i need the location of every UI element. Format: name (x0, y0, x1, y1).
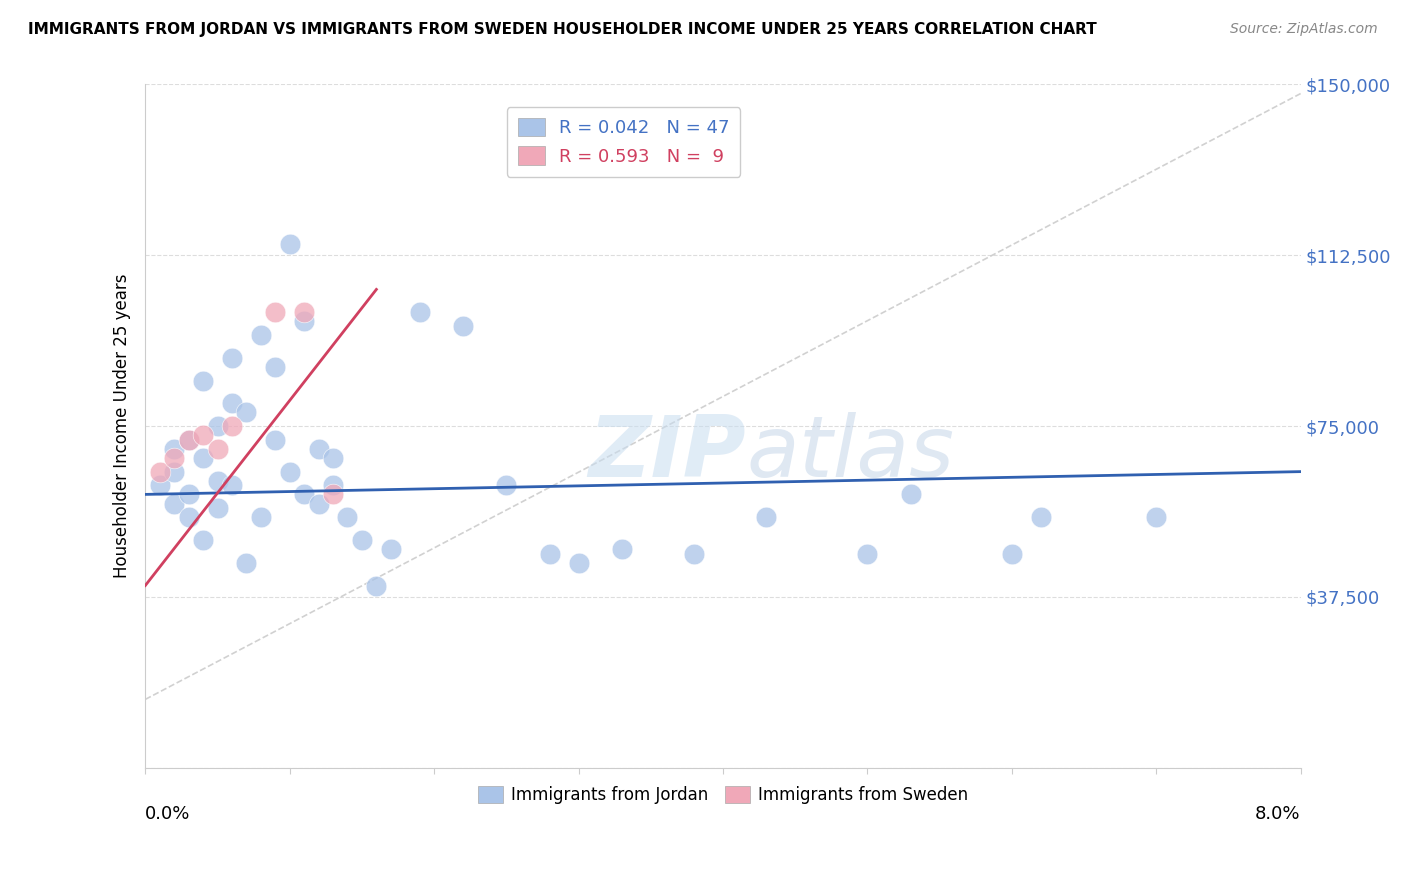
Point (755, 510, 778, 524)
Point (322, 487, 344, 501)
Point (235, 556, 257, 570)
Point (451, 318, 474, 333)
Point (264, 305, 287, 319)
Point (610, 542, 633, 557)
Point (221, 351, 243, 365)
Point (221, 419, 243, 434)
Point (495, 478, 517, 492)
Point (264, 433, 287, 447)
Point (366, 578, 388, 592)
Point (250, 510, 273, 524)
Point (683, 547, 706, 561)
Text: Source: ZipAtlas.com: Source: ZipAtlas.com (1230, 22, 1378, 37)
Point (163, 465, 186, 479)
Point (207, 474, 229, 488)
Point (221, 396, 243, 410)
Text: IMMIGRANTS FROM JORDAN VS IMMIGRANTS FROM SWEDEN HOUSEHOLDER INCOME UNDER 25 YEA: IMMIGRANTS FROM JORDAN VS IMMIGRANTS FRO… (28, 22, 1097, 37)
Point (322, 478, 344, 492)
Point (163, 442, 186, 456)
Point (350, 533, 373, 547)
Text: 0.0%: 0.0% (145, 805, 191, 823)
Point (292, 305, 315, 319)
Point (336, 510, 359, 524)
Point (177, 510, 200, 524)
Point (856, 547, 879, 561)
Point (278, 236, 301, 251)
Text: atlas: atlas (747, 412, 955, 495)
Point (191, 533, 214, 547)
Point (538, 547, 561, 561)
Point (221, 478, 243, 492)
Y-axis label: Householder Income Under 25 years: Householder Income Under 25 years (114, 274, 131, 578)
Point (308, 442, 330, 456)
Point (149, 465, 172, 479)
Point (207, 419, 229, 434)
Point (1144, 510, 1167, 524)
Point (177, 433, 200, 447)
Point (177, 433, 200, 447)
Point (278, 465, 301, 479)
Point (1001, 547, 1024, 561)
Point (191, 374, 214, 388)
Point (207, 442, 229, 456)
Point (163, 496, 186, 510)
Text: 8.0%: 8.0% (1256, 805, 1301, 823)
Point (191, 428, 214, 442)
Point (292, 487, 315, 501)
Point (322, 450, 344, 465)
Point (308, 496, 330, 510)
Point (235, 405, 257, 419)
Point (409, 305, 432, 319)
Point (207, 501, 229, 516)
Point (567, 556, 589, 570)
Text: ZIP: ZIP (589, 412, 747, 495)
Point (264, 359, 287, 374)
Point (163, 450, 186, 465)
Point (380, 542, 402, 557)
Point (1029, 510, 1052, 524)
Legend: Immigrants from Jordan, Immigrants from Sweden: Immigrants from Jordan, Immigrants from … (471, 779, 974, 811)
Point (900, 487, 922, 501)
Point (191, 450, 214, 465)
Point (177, 487, 200, 501)
Point (292, 314, 315, 328)
Point (149, 478, 172, 492)
Point (250, 328, 273, 343)
